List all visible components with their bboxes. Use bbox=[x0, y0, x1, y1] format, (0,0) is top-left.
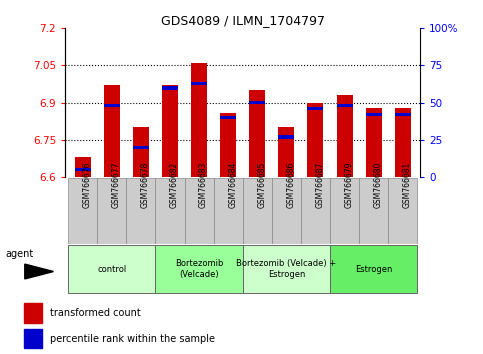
Bar bbox=[366, 108, 382, 177]
FancyBboxPatch shape bbox=[301, 178, 330, 244]
Text: Estrogen: Estrogen bbox=[355, 264, 392, 274]
Bar bbox=[162, 85, 178, 177]
Text: agent: agent bbox=[5, 249, 33, 259]
Text: GSM766684: GSM766684 bbox=[228, 162, 237, 208]
Bar bbox=[104, 85, 120, 177]
FancyBboxPatch shape bbox=[156, 178, 185, 244]
Text: GSM766687: GSM766687 bbox=[315, 162, 325, 208]
Text: GSM766682: GSM766682 bbox=[170, 162, 179, 208]
FancyBboxPatch shape bbox=[243, 178, 272, 244]
Bar bbox=[278, 135, 294, 139]
FancyBboxPatch shape bbox=[68, 178, 97, 244]
Bar bbox=[395, 108, 411, 177]
Bar bbox=[75, 168, 91, 171]
FancyBboxPatch shape bbox=[330, 178, 359, 244]
FancyBboxPatch shape bbox=[330, 245, 417, 293]
FancyBboxPatch shape bbox=[185, 178, 213, 244]
Bar bbox=[24, 329, 42, 348]
Bar bbox=[249, 101, 265, 104]
Bar bbox=[337, 104, 353, 107]
Bar bbox=[104, 104, 120, 107]
Bar bbox=[191, 63, 207, 177]
Bar bbox=[133, 145, 149, 149]
Bar bbox=[395, 113, 411, 116]
Bar bbox=[249, 90, 265, 177]
Bar bbox=[162, 86, 178, 90]
Text: control: control bbox=[97, 264, 127, 274]
Text: GSM766680: GSM766680 bbox=[374, 162, 383, 208]
Bar bbox=[308, 103, 324, 177]
Text: GSM766685: GSM766685 bbox=[257, 162, 266, 208]
FancyBboxPatch shape bbox=[213, 178, 243, 244]
Text: GSM766676: GSM766676 bbox=[83, 162, 92, 208]
Text: GSM766677: GSM766677 bbox=[112, 162, 121, 208]
FancyBboxPatch shape bbox=[272, 178, 301, 244]
FancyBboxPatch shape bbox=[243, 245, 330, 293]
Bar bbox=[337, 95, 353, 177]
Bar bbox=[191, 81, 207, 85]
Bar bbox=[308, 107, 324, 110]
FancyBboxPatch shape bbox=[97, 178, 127, 244]
FancyBboxPatch shape bbox=[156, 245, 243, 293]
Text: GSM766681: GSM766681 bbox=[403, 162, 412, 208]
FancyBboxPatch shape bbox=[68, 245, 156, 293]
Title: GDS4089 / ILMN_1704797: GDS4089 / ILMN_1704797 bbox=[161, 14, 325, 27]
Bar bbox=[24, 303, 42, 323]
Polygon shape bbox=[25, 264, 54, 279]
Bar bbox=[75, 157, 91, 177]
Bar bbox=[220, 116, 236, 119]
Bar bbox=[278, 127, 294, 177]
Text: Bortezomib (Velcade) +
Estrogen: Bortezomib (Velcade) + Estrogen bbox=[236, 259, 337, 279]
FancyBboxPatch shape bbox=[127, 178, 156, 244]
Bar bbox=[133, 127, 149, 177]
Text: GSM766683: GSM766683 bbox=[199, 162, 208, 208]
Text: GSM766678: GSM766678 bbox=[141, 162, 150, 208]
FancyBboxPatch shape bbox=[388, 178, 417, 244]
Text: transformed count: transformed count bbox=[50, 308, 141, 318]
Text: percentile rank within the sample: percentile rank within the sample bbox=[50, 334, 215, 344]
FancyBboxPatch shape bbox=[359, 178, 388, 244]
Text: GSM766686: GSM766686 bbox=[286, 162, 296, 208]
Text: Bortezomib
(Velcade): Bortezomib (Velcade) bbox=[175, 259, 223, 279]
Bar bbox=[220, 113, 236, 177]
Bar bbox=[366, 113, 382, 116]
Text: GSM766679: GSM766679 bbox=[344, 162, 354, 208]
